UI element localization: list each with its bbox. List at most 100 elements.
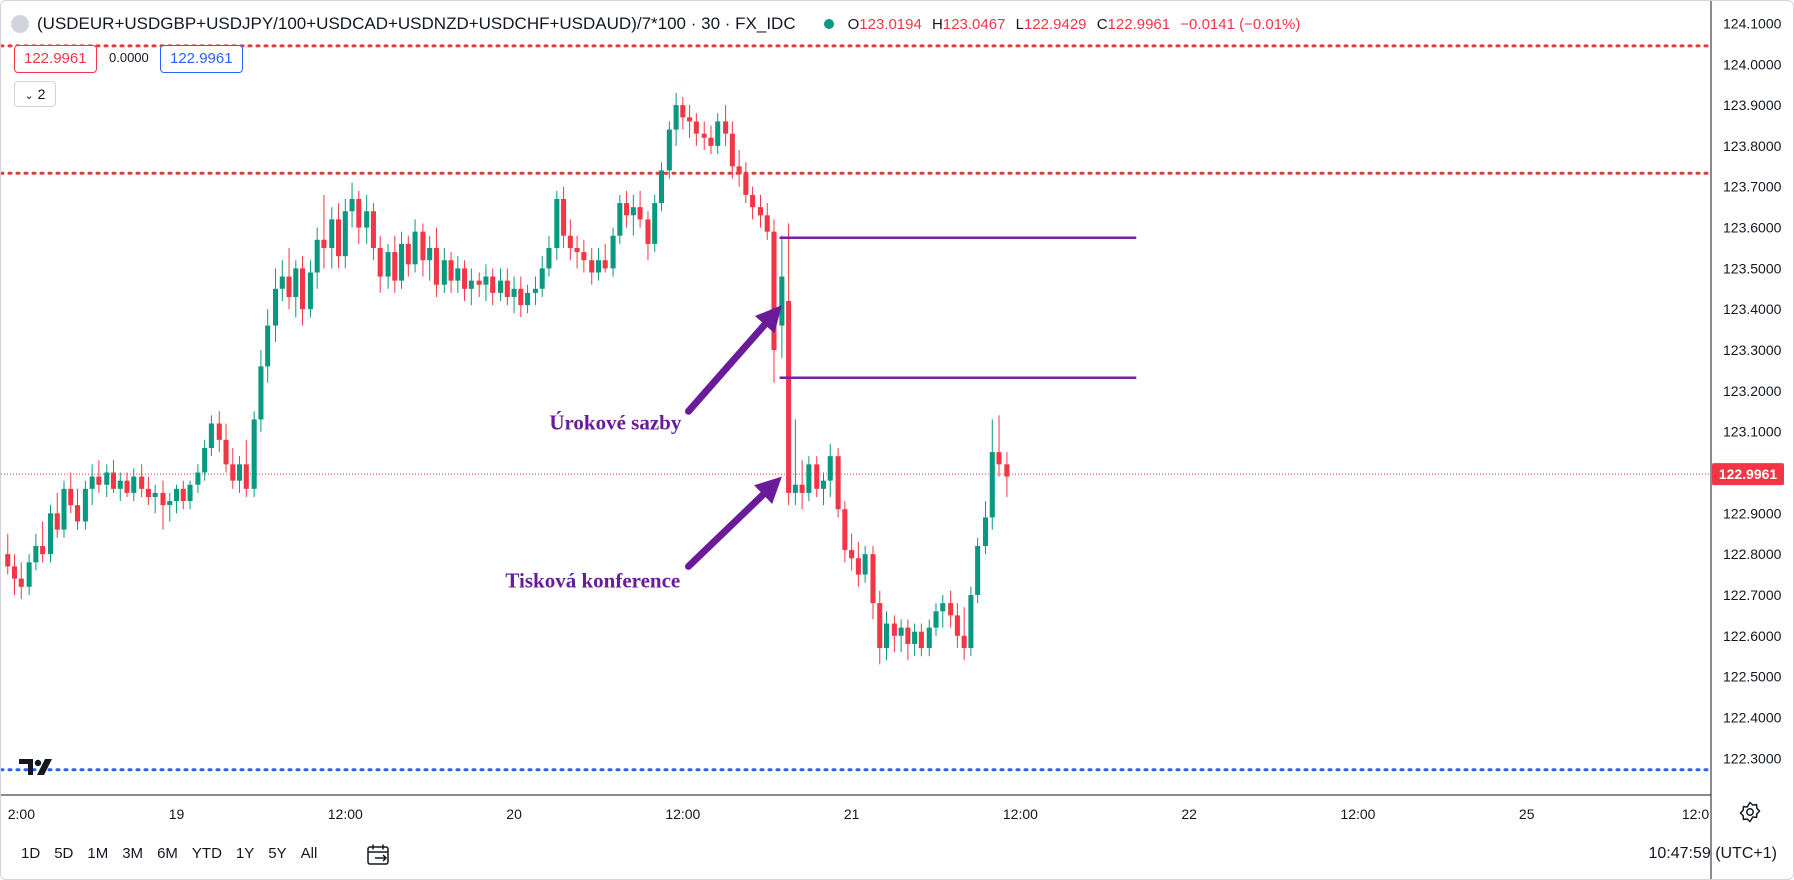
y-tick-label: 123.2000 bbox=[1723, 383, 1782, 399]
candle-body bbox=[511, 288, 517, 297]
candle-body bbox=[504, 280, 510, 297]
candle-body bbox=[574, 247, 580, 253]
close-value: 122.9961 bbox=[1107, 15, 1171, 33]
candle-body bbox=[750, 194, 756, 208]
range-button-ytd[interactable]: YTD bbox=[191, 845, 222, 862]
candle-body bbox=[673, 105, 679, 130]
candle-body bbox=[954, 615, 960, 636]
candle-body bbox=[104, 472, 110, 485]
candle-body bbox=[652, 203, 658, 244]
x-tick-label: 12:00 bbox=[665, 806, 700, 822]
candle-body bbox=[173, 488, 180, 502]
candle-body bbox=[666, 129, 672, 171]
y-tick-label: 122.9000 bbox=[1723, 505, 1782, 521]
indicators-toggle-button[interactable]: ⌄ 2 bbox=[14, 81, 56, 107]
range-button-1d[interactable]: 1D bbox=[21, 845, 41, 862]
candle-body bbox=[680, 105, 686, 118]
candle-body bbox=[223, 439, 229, 465]
candle-body bbox=[595, 260, 601, 273]
candle-body bbox=[708, 137, 714, 146]
y-tick-label: 122.7000 bbox=[1723, 587, 1782, 603]
y-tick-label: 124.0000 bbox=[1723, 56, 1782, 72]
range-button-all[interactable]: All bbox=[300, 845, 318, 862]
candle-body bbox=[518, 288, 524, 306]
candle-body bbox=[827, 456, 833, 481]
sell-button[interactable]: 122.9961 bbox=[14, 45, 97, 73]
annotation-arrow bbox=[684, 491, 767, 570]
candle-body bbox=[392, 252, 398, 281]
annotation-label: Úrokové sazby bbox=[549, 411, 682, 435]
y-tick-label: 122.8000 bbox=[1723, 546, 1782, 562]
candle-body bbox=[26, 562, 32, 587]
candle-body bbox=[498, 280, 504, 293]
open-value: 123.0194 bbox=[859, 15, 922, 33]
candle-body bbox=[68, 488, 74, 506]
y-tick-label: 123.3000 bbox=[1723, 342, 1782, 358]
candle-body bbox=[490, 276, 496, 293]
candle-body bbox=[273, 288, 279, 326]
candle-body bbox=[89, 476, 95, 489]
date-range-selector: 1D 5D 1M 3M 6M YTD 1Y 5Y All bbox=[21, 845, 331, 862]
candle-body bbox=[581, 252, 587, 261]
candle-body bbox=[18, 578, 24, 587]
candle-body bbox=[912, 631, 918, 644]
candle-body bbox=[321, 239, 327, 248]
candle-body bbox=[329, 219, 335, 248]
candle-body bbox=[940, 603, 946, 612]
candle-body bbox=[405, 243, 411, 265]
candle-body bbox=[799, 484, 805, 493]
candle-body bbox=[539, 268, 545, 289]
x-tick-label: 21 bbox=[844, 806, 860, 822]
last-price-badge bbox=[1712, 463, 1784, 486]
range-button-1y[interactable]: 1Y bbox=[235, 845, 255, 862]
calendar-goto-icon[interactable] bbox=[366, 843, 392, 867]
range-button-5d[interactable]: 5D bbox=[54, 845, 74, 862]
y-tick-label: 123.7000 bbox=[1723, 179, 1782, 195]
candle-body bbox=[145, 488, 151, 497]
x-tick-label: 12:00 bbox=[1340, 806, 1375, 822]
candle-body bbox=[723, 121, 729, 134]
x-tick-label: 12:0 bbox=[1682, 806, 1709, 822]
change-value: −0.0141 (−0.01%) bbox=[1180, 15, 1301, 33]
candle-body bbox=[982, 517, 989, 546]
candle-body bbox=[286, 276, 292, 297]
candle-body bbox=[624, 203, 630, 216]
candle-body bbox=[251, 419, 257, 489]
candle-body bbox=[412, 231, 418, 265]
range-button-3m[interactable]: 3M bbox=[122, 845, 144, 862]
x-tick-label: 20 bbox=[506, 806, 522, 822]
range-button-6m[interactable]: 6M bbox=[157, 845, 178, 862]
y-tick-label: 123.5000 bbox=[1723, 260, 1782, 276]
candle-body bbox=[187, 484, 193, 502]
candle-body bbox=[61, 488, 67, 530]
candle-body bbox=[74, 505, 81, 522]
candle-body bbox=[617, 203, 623, 236]
timezone-clock[interactable]: 10:47:59 (UTC+1) bbox=[1648, 845, 1777, 862]
candle-body bbox=[687, 117, 693, 122]
symbol-title[interactable]: (USDEUR+USDGBP+USDJPY/100+USDCAD+USDNZD+… bbox=[37, 14, 796, 33]
y-tick-label: 124.1000 bbox=[1723, 15, 1782, 31]
range-button-5y[interactable]: 5Y bbox=[268, 845, 287, 862]
candle-body bbox=[645, 219, 651, 244]
candle-body bbox=[898, 627, 904, 636]
candle-body bbox=[1004, 464, 1010, 477]
low-label: L bbox=[1015, 15, 1024, 33]
settings-gear-icon[interactable] bbox=[1739, 801, 1761, 823]
y-tick-label: 123.9000 bbox=[1723, 97, 1782, 113]
chart-header: (USDEUR+USDGBP+USDJPY/100+USDCAD+USDNZD+… bbox=[11, 13, 1306, 35]
symbol-logo-icon bbox=[11, 15, 29, 33]
candle-body bbox=[870, 554, 876, 604]
x-tick-label: 2:00 bbox=[8, 806, 35, 822]
buy-button[interactable]: 122.9961 bbox=[160, 45, 243, 73]
candle-body bbox=[835, 456, 841, 510]
arrow-head-icon bbox=[754, 305, 782, 334]
candle-body bbox=[441, 260, 447, 285]
range-button-1m[interactable]: 1M bbox=[87, 845, 109, 862]
candle-body bbox=[160, 492, 166, 506]
chevron-down-icon: ⌄ bbox=[24, 90, 34, 102]
candle-body bbox=[891, 623, 897, 636]
candle-body bbox=[715, 121, 721, 146]
y-tick-label: 123.8000 bbox=[1723, 138, 1782, 154]
